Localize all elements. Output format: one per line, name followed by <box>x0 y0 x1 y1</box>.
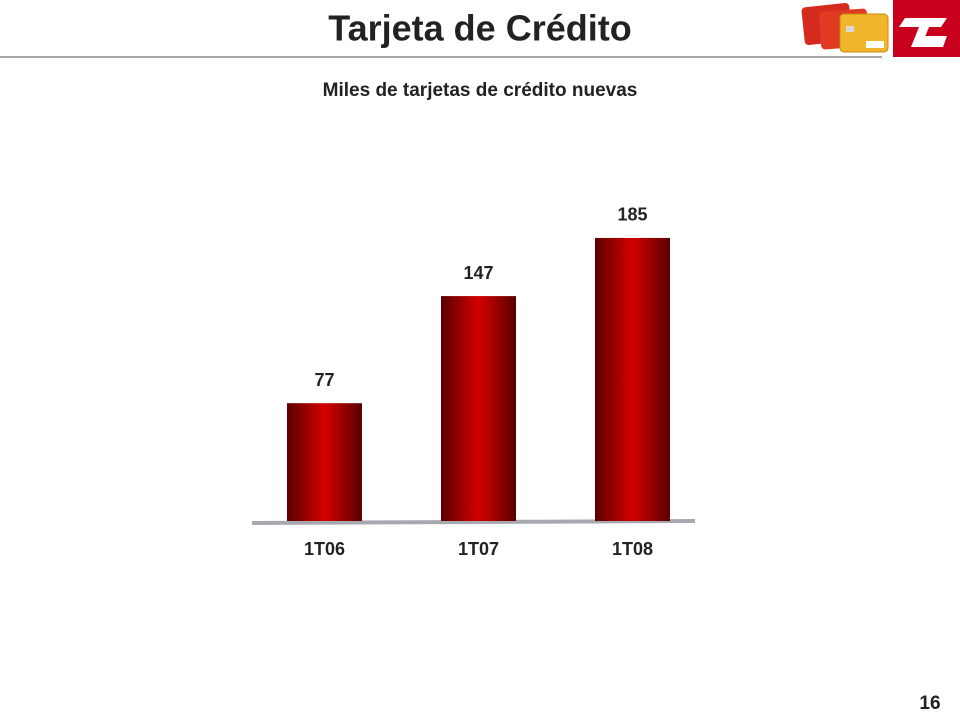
value-label: 185 <box>617 205 647 225</box>
logo <box>893 0 960 57</box>
x-tick-label: 1T07 <box>458 539 499 559</box>
x-tick-label: 1T06 <box>304 539 345 559</box>
bar <box>595 237 670 521</box>
baseline <box>251 519 696 525</box>
slide-title: Tarjeta de Crédito <box>328 8 631 49</box>
bar <box>441 296 516 521</box>
x-tick-label: 1T08 <box>612 539 653 559</box>
page-number: 16 <box>919 693 940 714</box>
value-label: 77 <box>314 370 334 390</box>
value-label: 147 <box>463 263 493 283</box>
chart-title: Miles de tarjetas de crédito nuevas <box>323 80 638 101</box>
bar <box>287 403 362 521</box>
card-icons <box>801 2 889 53</box>
